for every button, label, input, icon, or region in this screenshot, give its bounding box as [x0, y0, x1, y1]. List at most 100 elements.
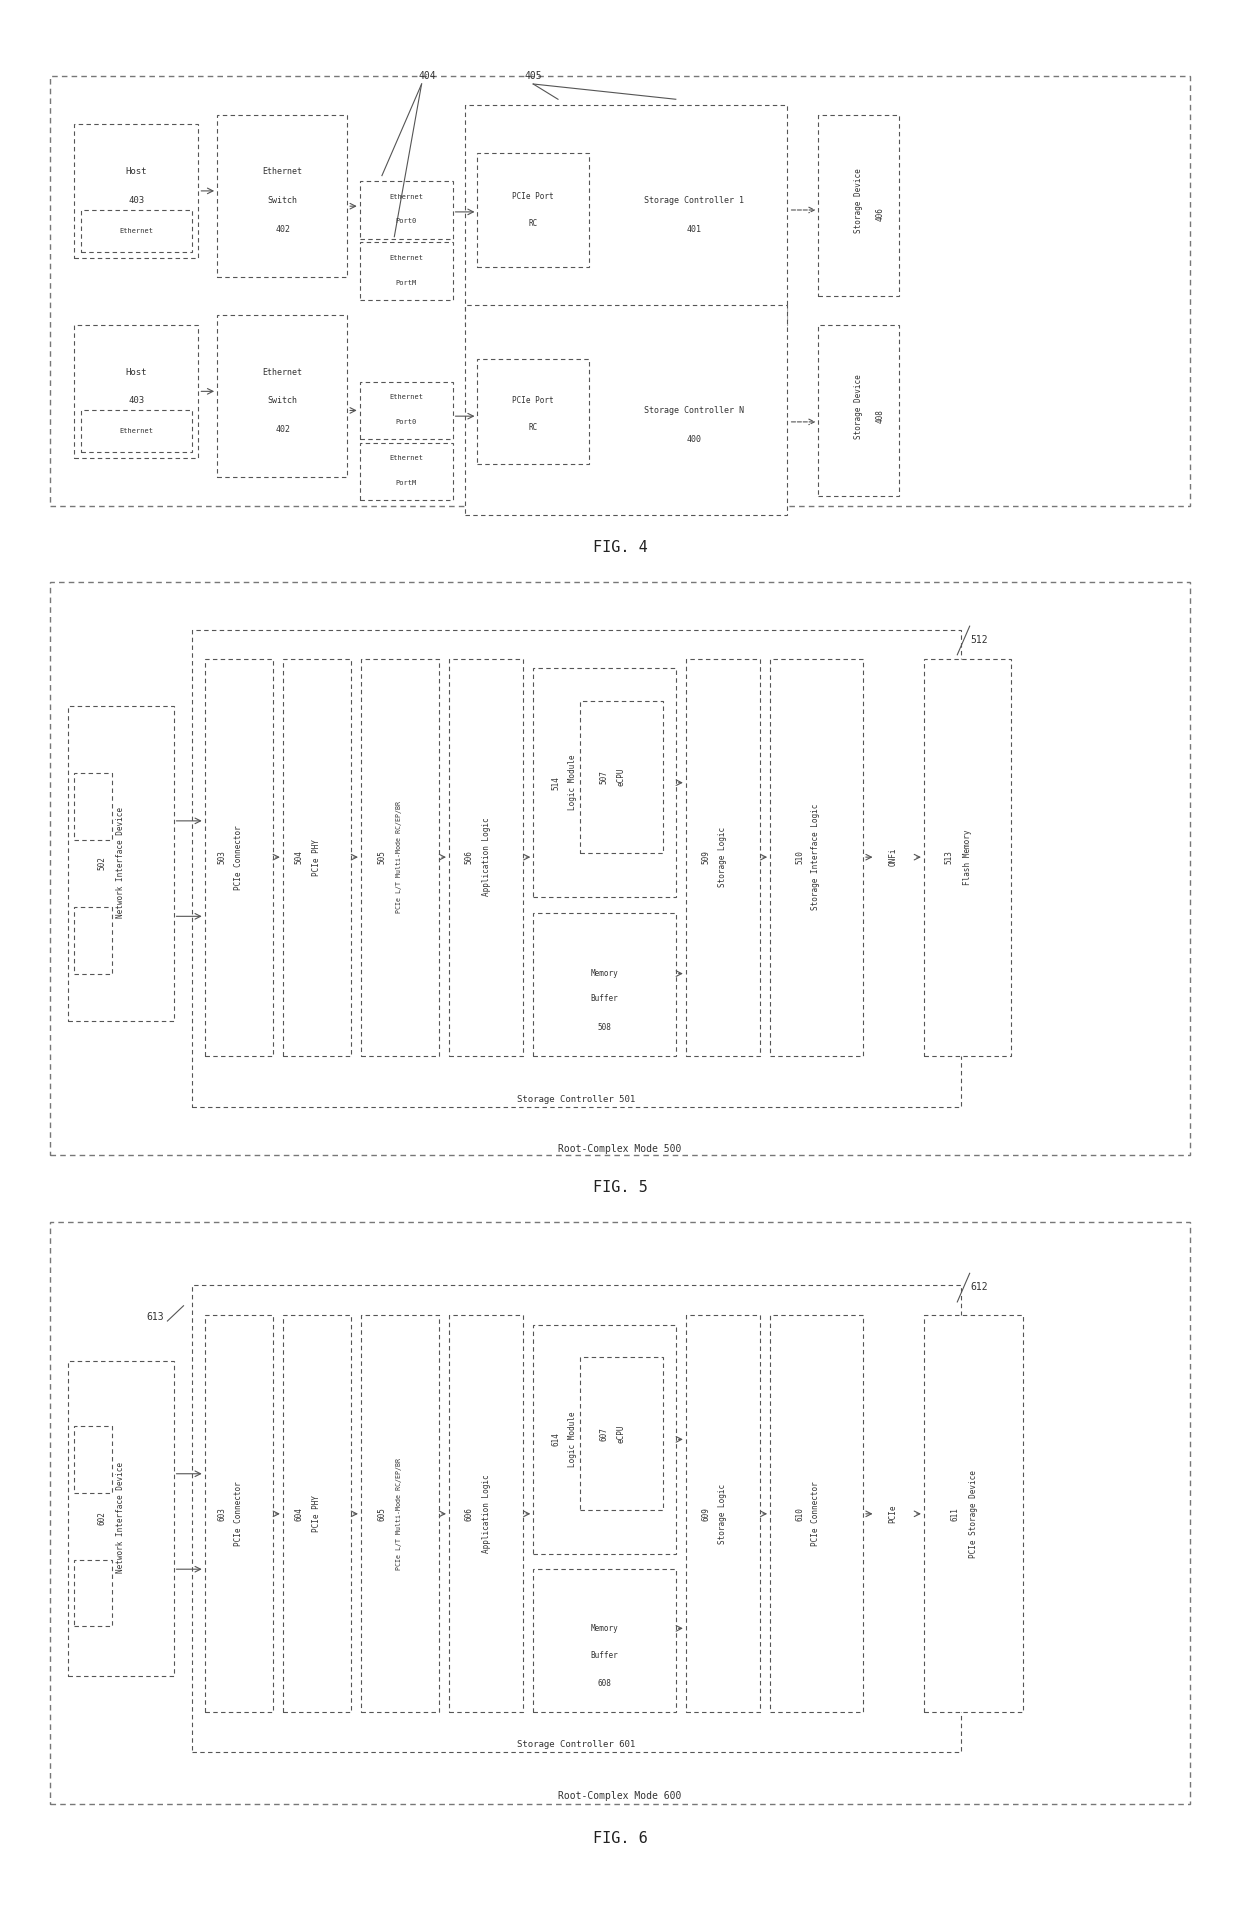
- Text: Storage Device: Storage Device: [854, 168, 863, 233]
- Text: 401: 401: [687, 225, 702, 233]
- Text: PCIe Connector: PCIe Connector: [811, 1481, 821, 1546]
- Text: Ethernet: Ethernet: [263, 168, 303, 176]
- FancyBboxPatch shape: [361, 659, 439, 1056]
- FancyBboxPatch shape: [580, 701, 663, 853]
- Text: 512: 512: [971, 634, 988, 645]
- Text: PortM: PortM: [396, 479, 417, 487]
- Text: 402: 402: [275, 426, 290, 433]
- Text: Logic Module: Logic Module: [568, 754, 578, 811]
- Text: Storage Controller N: Storage Controller N: [645, 407, 744, 414]
- FancyBboxPatch shape: [217, 115, 347, 277]
- FancyBboxPatch shape: [192, 630, 961, 1107]
- Text: Storage Interface Logic: Storage Interface Logic: [811, 804, 821, 911]
- Text: 607: 607: [599, 1426, 609, 1441]
- Text: Memory: Memory: [590, 1625, 619, 1632]
- Text: Ethernet: Ethernet: [389, 454, 423, 462]
- Text: 504: 504: [294, 850, 304, 865]
- FancyBboxPatch shape: [533, 668, 676, 897]
- Text: Application Logic: Application Logic: [481, 817, 491, 897]
- Text: 514: 514: [551, 775, 560, 790]
- FancyBboxPatch shape: [686, 659, 760, 1056]
- Text: 403: 403: [128, 397, 145, 405]
- Text: Switch: Switch: [268, 197, 298, 204]
- Text: RC: RC: [528, 220, 538, 227]
- FancyBboxPatch shape: [205, 1315, 273, 1712]
- Text: 603: 603: [217, 1506, 227, 1521]
- Text: Ethernet: Ethernet: [389, 393, 423, 401]
- Text: Buffer: Buffer: [590, 1651, 619, 1659]
- Text: Root-Complex Mode 500: Root-Complex Mode 500: [558, 1143, 682, 1155]
- Text: Host: Host: [125, 168, 148, 176]
- FancyBboxPatch shape: [360, 382, 453, 439]
- Text: PCIe PHY: PCIe PHY: [311, 1495, 321, 1533]
- FancyBboxPatch shape: [74, 1560, 112, 1626]
- Text: Storage Device: Storage Device: [854, 374, 863, 439]
- Text: 510: 510: [795, 850, 805, 865]
- Text: Storage Controller 501: Storage Controller 501: [517, 1096, 636, 1103]
- Text: 605: 605: [377, 1506, 387, 1521]
- Text: eCPU: eCPU: [616, 1424, 626, 1443]
- FancyBboxPatch shape: [924, 659, 1011, 1056]
- Text: PCIe: PCIe: [888, 1504, 898, 1523]
- Text: PCIe PHY: PCIe PHY: [311, 838, 321, 876]
- Text: PCIe Port: PCIe Port: [512, 193, 554, 200]
- Text: 614: 614: [551, 1432, 560, 1447]
- FancyBboxPatch shape: [283, 659, 351, 1056]
- FancyBboxPatch shape: [217, 315, 347, 477]
- Text: 400: 400: [687, 435, 702, 443]
- FancyBboxPatch shape: [770, 1315, 863, 1712]
- FancyBboxPatch shape: [477, 153, 589, 267]
- Text: PCIe L/T Multi-Mode RC/EP/BR: PCIe L/T Multi-Mode RC/EP/BR: [397, 1458, 402, 1569]
- FancyBboxPatch shape: [465, 105, 787, 325]
- Text: Root-Complex Mode 600: Root-Complex Mode 600: [558, 1791, 682, 1802]
- FancyBboxPatch shape: [50, 582, 1190, 1155]
- FancyBboxPatch shape: [68, 1361, 174, 1676]
- Text: 403: 403: [128, 197, 145, 204]
- FancyBboxPatch shape: [770, 659, 863, 1056]
- Text: 612: 612: [971, 1281, 988, 1292]
- Text: 503: 503: [217, 850, 227, 865]
- Text: Ethernet: Ethernet: [119, 428, 154, 435]
- Text: Storage Logic: Storage Logic: [718, 1483, 728, 1544]
- FancyBboxPatch shape: [74, 124, 198, 258]
- FancyBboxPatch shape: [533, 913, 676, 1056]
- Text: 513: 513: [944, 850, 954, 865]
- Text: 610: 610: [795, 1506, 805, 1521]
- Text: 508: 508: [598, 1023, 611, 1031]
- FancyBboxPatch shape: [360, 181, 453, 239]
- FancyBboxPatch shape: [192, 1285, 961, 1752]
- Text: FIG. 5: FIG. 5: [593, 1180, 647, 1195]
- Text: 613: 613: [146, 1311, 164, 1323]
- Text: RC: RC: [528, 424, 538, 431]
- Text: 506: 506: [464, 850, 474, 865]
- FancyBboxPatch shape: [283, 1315, 351, 1712]
- FancyBboxPatch shape: [580, 1357, 663, 1510]
- Text: 408: 408: [875, 409, 885, 424]
- Text: 405: 405: [525, 71, 542, 82]
- Text: eCPU: eCPU: [616, 767, 626, 787]
- FancyBboxPatch shape: [449, 659, 523, 1056]
- Text: 602: 602: [97, 1510, 107, 1525]
- FancyBboxPatch shape: [50, 76, 1190, 506]
- Text: 606: 606: [464, 1506, 474, 1521]
- Text: Ethernet: Ethernet: [119, 227, 154, 235]
- Text: 502: 502: [97, 855, 107, 871]
- Text: 404: 404: [419, 71, 436, 82]
- Text: Network Interface Device: Network Interface Device: [115, 808, 125, 918]
- Text: PCIe Port: PCIe Port: [512, 397, 554, 405]
- FancyBboxPatch shape: [686, 1315, 760, 1712]
- Text: Ethernet: Ethernet: [389, 254, 423, 262]
- Text: PCIe Connector: PCIe Connector: [233, 1481, 243, 1546]
- Text: Network Interface Device: Network Interface Device: [115, 1462, 125, 1573]
- Text: 402: 402: [275, 225, 290, 233]
- FancyBboxPatch shape: [205, 659, 273, 1056]
- Text: PortM: PortM: [396, 279, 417, 286]
- Text: FIG. 4: FIG. 4: [593, 540, 647, 556]
- Text: Storage Logic: Storage Logic: [718, 827, 728, 888]
- FancyBboxPatch shape: [449, 1315, 523, 1712]
- FancyBboxPatch shape: [361, 1315, 439, 1712]
- FancyBboxPatch shape: [360, 242, 453, 300]
- Text: Flash Memory: Flash Memory: [962, 829, 972, 886]
- Text: Host: Host: [125, 368, 148, 376]
- Text: Storage Controller 601: Storage Controller 601: [517, 1741, 636, 1749]
